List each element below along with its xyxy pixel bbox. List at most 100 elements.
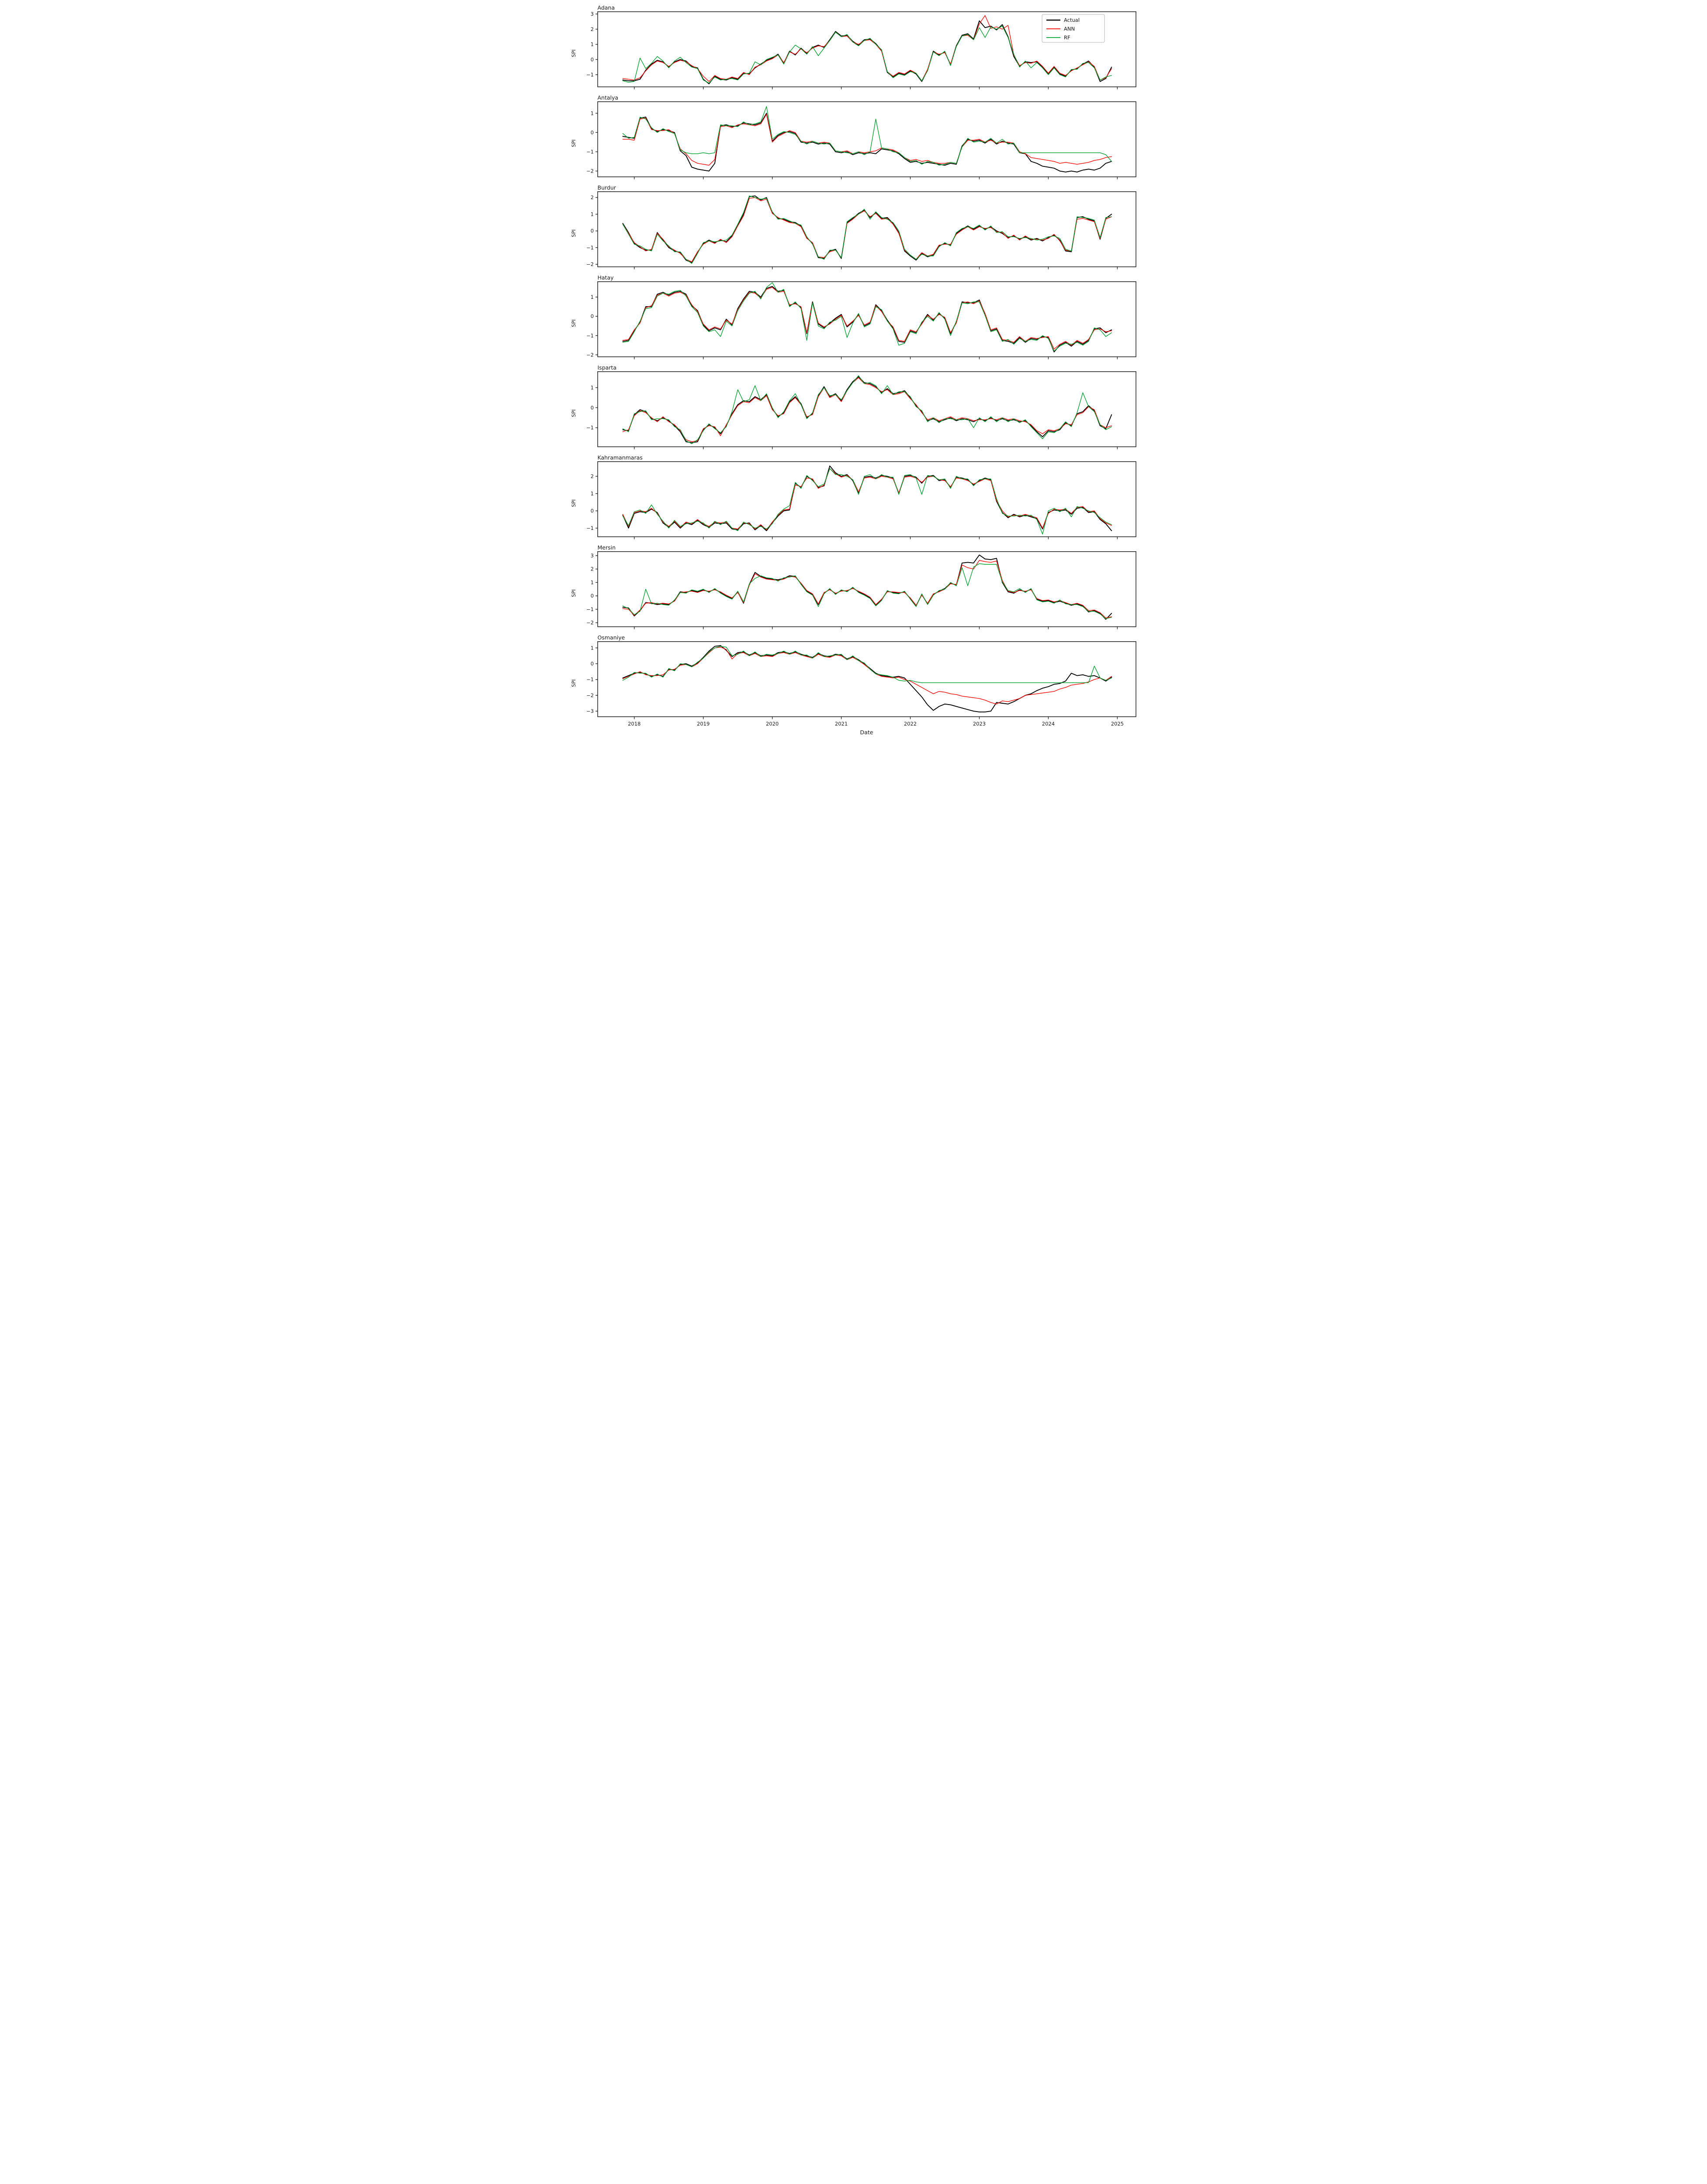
y-axis-label: SPI [571,229,577,237]
panel-title: Kahramanmaras [597,454,643,461]
x-tick-label: 2023 [973,721,985,727]
series-actual-line [622,376,1112,443]
y-tick-label: 1 [590,41,593,48]
series-rf-line [622,106,1112,166]
y-tick-label: −3 [586,708,594,714]
series-actual-line [622,195,1112,263]
series-ann-line [622,560,1112,619]
series-ann-line [622,197,1112,263]
series-rf-line [622,563,1112,619]
y-tick-label: −2 [586,261,594,267]
y-tick-label: 0 [590,313,593,319]
y-tick-label: 0 [590,228,593,234]
plot-frame [597,191,1136,267]
x-axis-title: Date [860,729,873,736]
plot-kahramanmaras: 2 1 0 −1 SPI [571,461,1136,539]
series-rf-line [622,26,1112,83]
panel-title: Adana [597,4,615,11]
y-tick-label: 2 [590,26,593,32]
spi-forecast-figure: Adana 3 2 1 0 −1 SPI Actual ANN RF Antalya 1 0 −1 −2 SP… [569,0,1138,742]
panel-kahramanmaras: Kahramanmaras 2 1 0 −1 SPI [569,454,1138,539]
plot-hatay: 1 0 −1 −2 SPI [571,281,1136,359]
panel-title: Isparta [597,364,617,371]
series-ann-line [622,15,1112,82]
y-tick-label: −1 [586,425,594,431]
series-actual-line [622,20,1112,84]
plot-frame [597,461,1136,537]
x-tick-label: 2018 [628,721,641,727]
plot-osmaniye: 1 0 −1 −2 −3 SPI [571,641,1136,719]
y-tick-label: 0 [590,660,593,667]
panel-hatay: Hatay 1 0 −1 −2 SPI [569,274,1138,359]
plot-burdur: 2 1 0 −1 −2 SPI [571,191,1136,270]
series-ann-line [622,646,1112,705]
y-tick-label: 2 [590,194,593,200]
x-axis-labels: 2018 2019 2020 2021 2022 2023 2024 2025 [628,721,1124,727]
y-tick-label: 1 [590,579,593,585]
y-axis-label: SPI [571,139,577,147]
y-tick-label: 0 [590,404,593,411]
y-tick-label: −1 [586,677,594,683]
plot-isparta: 1 0 −1 SPI [571,371,1136,449]
panel-burdur: Burdur 2 1 0 −1 −2 SPI [569,184,1138,270]
y-tick-label: −2 [586,620,594,626]
panel-title: Hatay [597,274,614,281]
plot-frame [597,101,1136,177]
plot-frame [597,11,1136,87]
plot-antalya: 1 0 −1 −2 SPI [571,101,1136,180]
series-rf-line [622,375,1112,444]
series-ann-line [622,287,1112,349]
y-axis-label: SPI [571,499,577,507]
series-ann-line [622,377,1112,442]
plot-frame [597,281,1136,357]
panel-title: Burdur [597,184,616,191]
series-rf-line [622,195,1112,264]
y-tick-label: 3 [590,553,593,559]
panel-mersin: Mersin 3 2 1 0 −1 −2 SPI [569,544,1138,629]
y-tick-label: 1 [590,645,593,651]
y-tick-label: −2 [586,692,594,698]
series-actual-line [622,465,1112,531]
y-tick-label: 1 [590,110,593,116]
y-tick-label: 1 [590,384,593,390]
y-tick-label: −1 [586,606,594,612]
x-tick-label: 2025 [1111,721,1123,727]
x-tick-label: 2022 [904,721,916,727]
panel-adana: Adana 3 2 1 0 −1 SPI Actual ANN RF [569,4,1138,90]
y-axis-label: SPI [571,679,577,687]
legend: Actual ANN RF [1042,14,1105,43]
panel-title: Antalya [597,94,619,101]
y-axis-label: SPI [571,589,577,597]
y-tick-label: −1 [586,332,594,339]
series-rf-line [622,468,1112,535]
plot-frame [597,641,1136,717]
legend-label-ann: ANN [1064,26,1075,32]
panel-osmaniye: Osmaniye 1 0 −1 −2 −3 SPI 2018 2019 2020 2021 2022 2… [569,634,1138,736]
x-tick-label: 2019 [697,721,710,727]
series-ann-line [622,468,1112,530]
y-tick-label: 0 [590,56,593,62]
y-tick-label: −1 [586,245,594,251]
y-tick-label: −2 [586,352,594,358]
legend-label-actual: Actual [1064,17,1080,23]
y-tick-label: 1 [590,491,593,497]
y-tick-label: 2 [590,473,593,479]
panel-title: Mersin [597,544,616,551]
x-tick-label: 2024 [1042,721,1054,727]
y-axis-label: SPI [571,49,577,57]
series-rf-line [622,282,1112,352]
series-actual-line [622,113,1112,173]
series-actual-line [622,286,1112,352]
y-tick-label: 1 [590,211,593,217]
y-tick-label: −1 [586,525,594,531]
y-tick-label: 0 [590,129,593,135]
y-tick-label: 0 [590,508,593,514]
y-tick-label: 2 [590,566,593,572]
legend-box [1042,14,1105,43]
plot-mersin: 3 2 1 0 −1 −2 SPI [571,551,1136,629]
series-actual-line [622,554,1112,620]
x-tick-label: 2020 [765,721,778,727]
y-tick-label: 1 [590,294,593,300]
x-tick-label: 2021 [834,721,847,727]
panel-title: Osmaniye [597,634,625,641]
